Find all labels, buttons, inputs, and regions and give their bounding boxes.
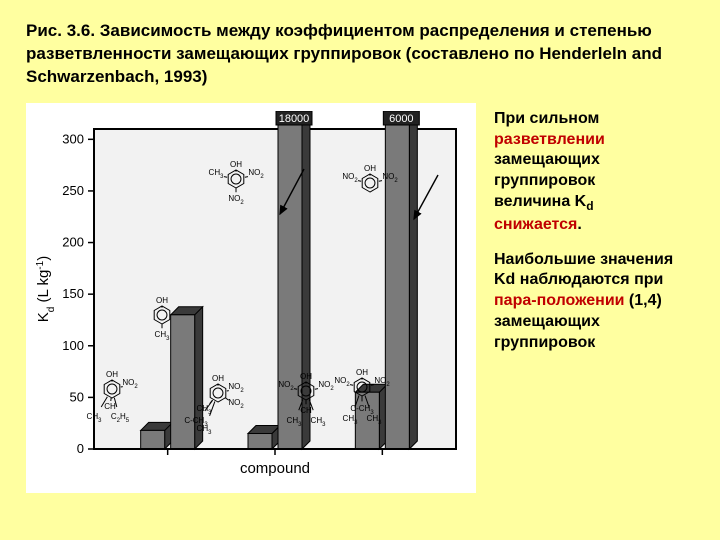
figure-caption: Рис. 3.6. Зависимость между коэффициенто… xyxy=(26,20,694,89)
content-row: 0 50 100 150 200 250 300 Kd (L kg-1) compound 180… xyxy=(26,103,694,493)
svg-text:6000: 6000 xyxy=(389,113,413,125)
svg-text:OH: OH xyxy=(106,370,118,379)
svg-text:250: 250 xyxy=(62,183,84,198)
svg-text:OH: OH xyxy=(364,164,376,173)
svg-text:compound: compound xyxy=(240,460,310,477)
svg-text:OH: OH xyxy=(230,160,242,169)
text-emphasis: пара-положении xyxy=(494,292,624,309)
text: . xyxy=(577,216,581,233)
svg-text:50: 50 xyxy=(70,389,84,404)
svg-text:18000: 18000 xyxy=(279,113,310,125)
explain-para-2: Наибольшие значения Kd наблюдаются при п… xyxy=(494,250,674,354)
svg-text:CH: CH xyxy=(300,406,312,415)
subscript: d xyxy=(586,199,593,213)
svg-text:OH: OH xyxy=(156,296,168,305)
svg-text:CH: CH xyxy=(104,402,116,411)
svg-text:OH: OH xyxy=(300,372,312,381)
svg-text:100: 100 xyxy=(62,338,84,353)
bar-chart: 0 50 100 150 200 250 300 Kd (L kg-1) compound 180… xyxy=(30,111,472,489)
text-emphasis: снижается xyxy=(494,216,577,233)
text: замещающих группировок величина K xyxy=(494,151,600,210)
svg-text:150: 150 xyxy=(62,286,84,301)
text-emphasis: разветвлении xyxy=(494,131,605,148)
svg-text:200: 200 xyxy=(62,234,84,249)
text: При сильном xyxy=(494,110,599,127)
svg-text:Kd (L kg-1): Kd (L kg-1) xyxy=(35,256,57,322)
text: Наибольшие значения Kd наблюдаются при xyxy=(494,251,673,289)
chart-panel: 0 50 100 150 200 250 300 Kd (L kg-1) compound 180… xyxy=(26,103,476,493)
svg-text:0: 0 xyxy=(77,441,84,456)
slide: Рис. 3.6. Зависимость между коэффициенто… xyxy=(0,0,720,540)
explanation-text: При сильном разветвлении замещающих груп… xyxy=(494,103,674,368)
svg-text:OH: OH xyxy=(212,374,224,383)
svg-text:OH: OH xyxy=(356,368,368,377)
explain-para-1: При сильном разветвлении замещающих груп… xyxy=(494,109,674,236)
svg-text:300: 300 xyxy=(62,131,84,146)
